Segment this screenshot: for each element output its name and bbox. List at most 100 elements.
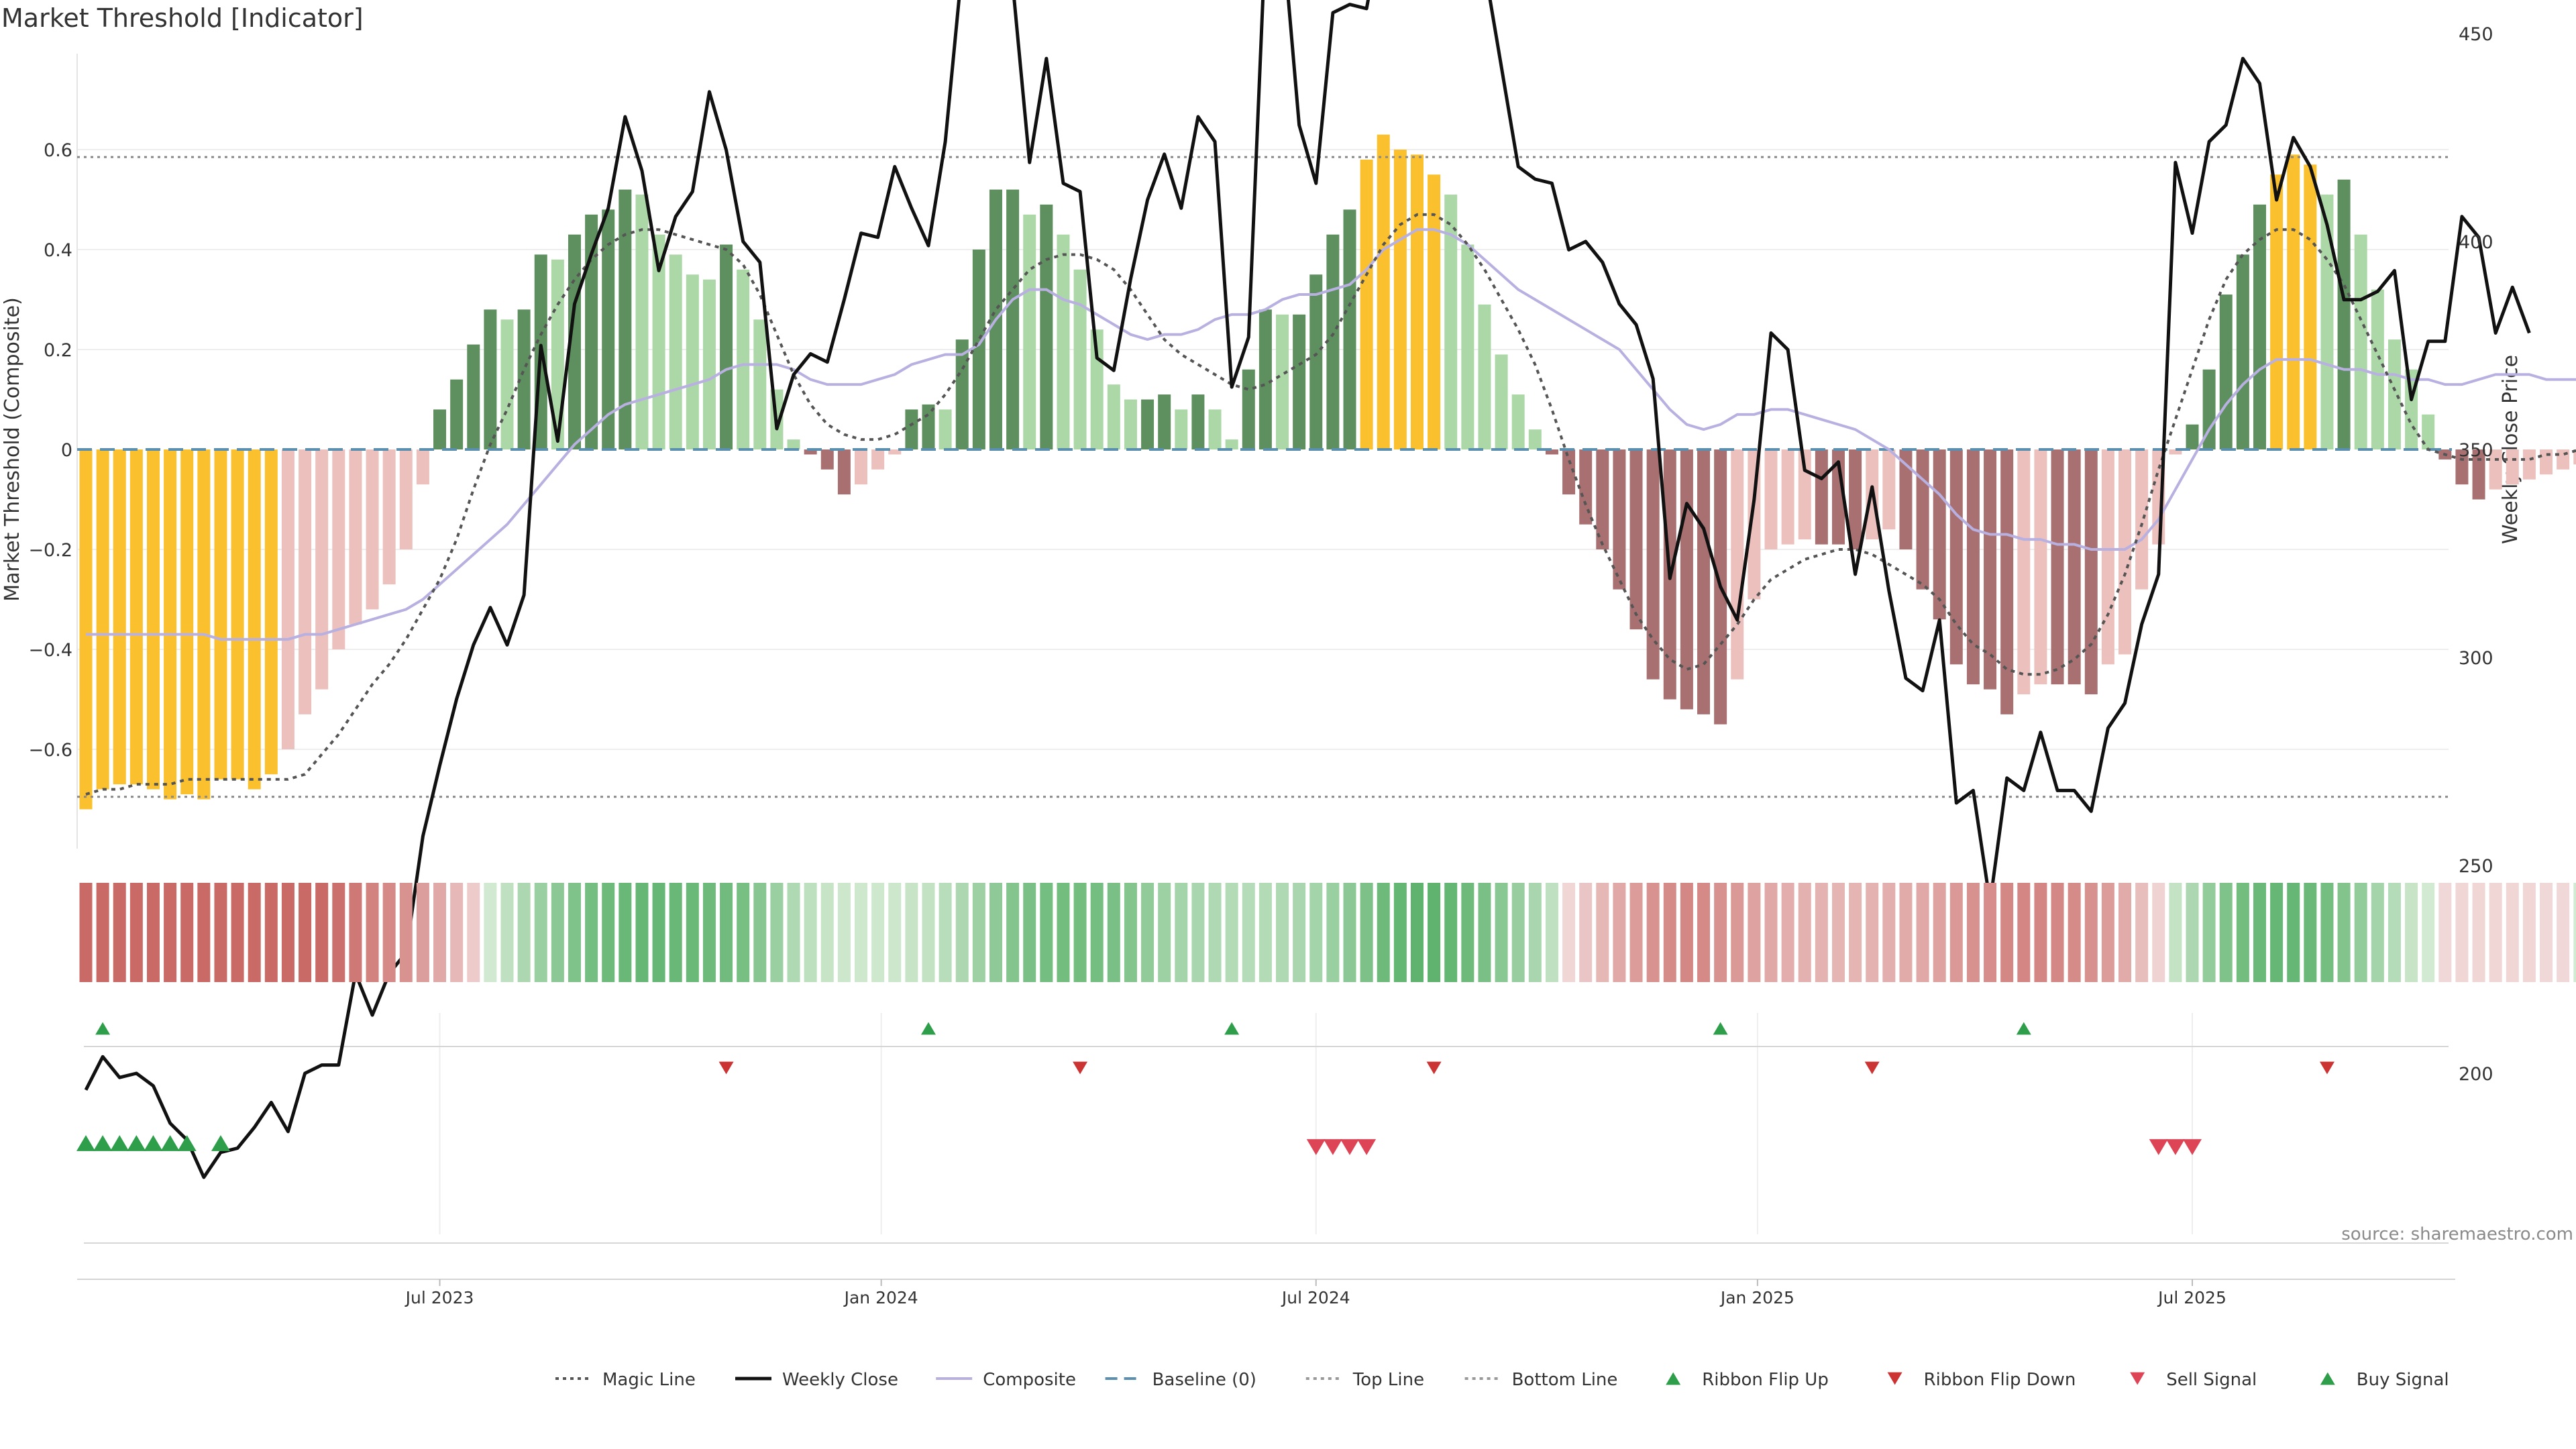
sell-signal-marker xyxy=(2165,1139,2185,1155)
ribbon-cell xyxy=(2101,883,2114,982)
composite-bar xyxy=(1326,234,1340,449)
composite-bar xyxy=(264,449,278,775)
composite-bar xyxy=(720,244,733,449)
composite-bar xyxy=(1124,399,1137,449)
ribbon-cell xyxy=(804,883,817,982)
composite-bar xyxy=(1495,354,1508,449)
composite-bar xyxy=(1276,314,1289,449)
ribbon-cell xyxy=(1124,883,1137,982)
chart-title: Market Threshold [Indicator] xyxy=(1,3,364,33)
ribbon-cell xyxy=(2557,883,2570,982)
sell-signal-marker xyxy=(1323,1139,1342,1155)
composite-bar xyxy=(146,449,160,790)
composite-bar xyxy=(2000,449,2014,714)
ribbon-cell xyxy=(2253,883,2266,982)
composite-bar xyxy=(1444,195,1458,449)
ribbon-cell xyxy=(2438,883,2452,982)
ribbon-cell xyxy=(619,883,632,982)
ribbon-cell xyxy=(2371,883,2384,982)
composite-bar xyxy=(1984,449,1997,690)
ribbon-cell xyxy=(264,883,278,982)
ribbon-cell xyxy=(1276,883,1289,982)
composite-bar xyxy=(585,214,598,449)
ribbon-cell xyxy=(938,883,952,982)
ribbon-cell xyxy=(2219,883,2233,982)
ribbon-cell xyxy=(1933,883,1946,982)
composite-bar xyxy=(2253,204,2266,449)
ribbon-cell xyxy=(1866,883,1879,982)
ribbon-cell xyxy=(96,883,109,982)
ribbon-cell xyxy=(1916,883,1929,982)
composite-bar xyxy=(248,449,261,790)
composite-bar xyxy=(1343,209,1356,449)
y-right-tick-label: 450 xyxy=(2459,24,2493,45)
composite-bar xyxy=(349,449,362,625)
ribbon-cell xyxy=(2152,883,2165,982)
composite-bar xyxy=(382,449,396,585)
ribbon-flip-up-marker xyxy=(95,1022,111,1035)
ribbon-cell xyxy=(2068,883,2081,982)
y-left-tick-label: 0.2 xyxy=(44,340,72,361)
composite-bars xyxy=(79,134,2576,810)
composite-bar xyxy=(2522,449,2536,480)
composite-bar xyxy=(2186,424,2199,449)
composite-bar xyxy=(2135,449,2149,590)
ribbon-cell xyxy=(820,883,834,982)
composite-bar xyxy=(837,449,851,495)
composite-bar xyxy=(1680,449,1693,710)
composite-bar xyxy=(315,449,329,690)
composite-bar xyxy=(1899,449,1913,549)
legend-swatch xyxy=(2130,1372,2145,1385)
ribbon-cell xyxy=(1748,883,1761,982)
composite-bar xyxy=(1731,449,1744,680)
composite-bar xyxy=(2017,449,2031,695)
ribbon-cell xyxy=(770,883,784,982)
ribbon-cell xyxy=(922,883,935,982)
ribbon-cell xyxy=(2135,883,2149,982)
ribbon-cell xyxy=(1107,883,1120,982)
legend-label: Sell Signal xyxy=(2166,1370,2257,1390)
ribbon-cell xyxy=(1613,883,1626,982)
ribbon-cell xyxy=(315,883,329,982)
composite-bar xyxy=(753,319,767,449)
composite-bar xyxy=(1006,189,1020,449)
ribbon-cell xyxy=(399,883,413,982)
composite-bar xyxy=(1579,449,1593,525)
ribbon-cell xyxy=(1966,883,1980,982)
ribbon-cell xyxy=(281,883,294,982)
composite-bar xyxy=(197,449,211,800)
composite-bar xyxy=(2506,449,2519,485)
sell-signal-marker xyxy=(1357,1139,1377,1155)
ribbon-cell xyxy=(1798,883,1811,982)
ribbon-cell xyxy=(231,883,244,982)
composite-bar xyxy=(737,269,750,449)
weekly-close-line xyxy=(84,0,2531,1179)
ribbon-cell xyxy=(669,883,682,982)
composite-bar xyxy=(2354,234,2367,449)
ribbon-cell xyxy=(855,883,868,982)
ribbon-cell xyxy=(113,883,126,982)
composite-bar xyxy=(1949,449,1963,665)
ribbon-cell xyxy=(1175,883,1188,982)
composite-bar xyxy=(1545,449,1558,455)
composite-bar xyxy=(1613,449,1626,590)
composite-bar xyxy=(433,409,447,449)
legend-label: Buy Signal xyxy=(2357,1370,2449,1390)
composite-bar xyxy=(450,379,464,449)
buy-signal-marker xyxy=(76,1135,95,1151)
composite-bar xyxy=(231,449,244,780)
ribbon-cell xyxy=(2236,883,2249,982)
composite-bar xyxy=(1023,214,1036,449)
composite-bar xyxy=(1175,409,1188,449)
composite-bar xyxy=(787,439,800,449)
ribbon-cell xyxy=(1410,883,1424,982)
legend-label: Weekly Close xyxy=(782,1370,898,1390)
composite-bar xyxy=(2540,449,2553,475)
ribbon-cell xyxy=(416,883,429,982)
ribbon-cell xyxy=(2422,883,2435,982)
y-right-tick-label: 300 xyxy=(2459,648,2493,669)
composite-bar xyxy=(1966,449,1980,685)
ribbon-cell xyxy=(972,883,985,982)
ribbon-cell xyxy=(1764,883,1778,982)
